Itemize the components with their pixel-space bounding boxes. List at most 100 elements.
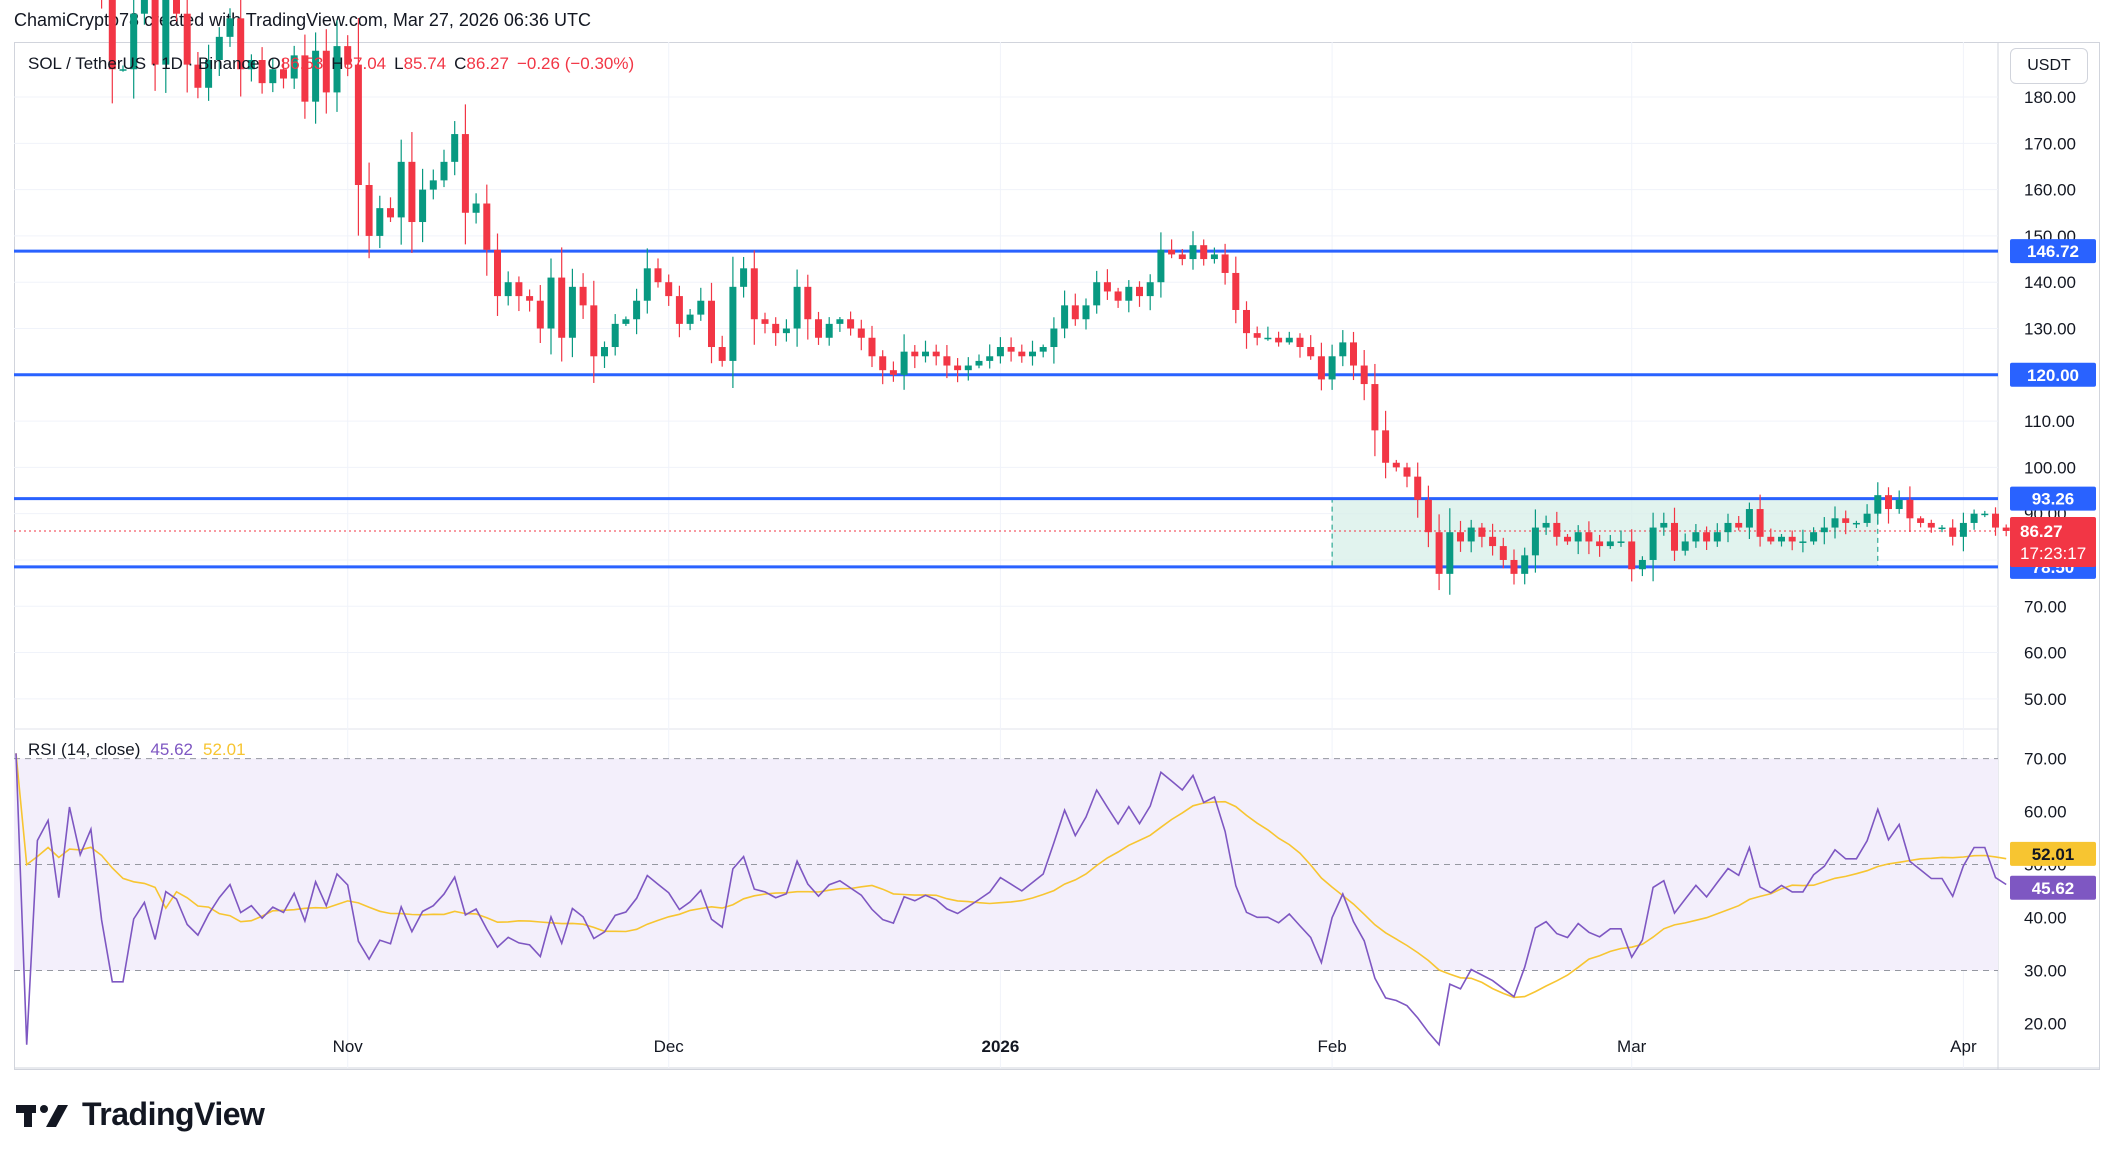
candle-body [815, 319, 822, 338]
candle-body [365, 184, 373, 236]
candle-body [140, 0, 148, 14]
close-value: 86.27 [466, 54, 509, 73]
candle-body [333, 46, 341, 93]
chart-frame [14, 42, 2100, 1070]
candle-body [601, 347, 608, 357]
candle-body [344, 46, 352, 65]
candle-body [1050, 328, 1058, 348]
candle-body [1403, 467, 1411, 477]
close-label: C [454, 54, 467, 73]
candle-body [354, 64, 362, 185]
candle-body [1521, 555, 1529, 574]
candle-body [1981, 513, 1989, 516]
candle-body [1970, 513, 1978, 523]
candle-body [1831, 518, 1839, 528]
candle-body [547, 277, 555, 329]
price-tick-label: 140.00 [2024, 273, 2076, 292]
candle-body [1863, 513, 1871, 523]
price-tick-label: 170.00 [2024, 134, 2076, 153]
candle-body [1585, 532, 1593, 542]
candle-body [1992, 513, 1999, 528]
tradingview-logo: TradingView [16, 1096, 265, 1133]
candle-body [1007, 347, 1015, 352]
price-tick-label: 100.00 [2024, 458, 2076, 477]
candle-body [183, 13, 191, 65]
candle-body [1542, 522, 1550, 528]
candle-body [1842, 518, 1850, 523]
currency-button[interactable]: USDT [2010, 48, 2088, 84]
candle-body [611, 323, 619, 348]
candle-body [1328, 356, 1336, 380]
candle-body [1232, 272, 1240, 310]
candle-body [1906, 499, 1914, 519]
candle-body [387, 208, 394, 218]
candle-body [1339, 342, 1347, 357]
candle-body [429, 180, 437, 190]
rsi-title: RSI (14, close) [28, 740, 141, 759]
price-tick-label: 130.00 [2024, 320, 2076, 339]
rsi-ma-legend-value: 52.01 [202, 740, 246, 759]
rsi-tick-label: 20.00 [2024, 1015, 2067, 1034]
level-badge-146: 146.72 [2027, 242, 2079, 261]
candle-body [1392, 462, 1400, 468]
candle-body [825, 323, 833, 338]
candle-body [1895, 499, 1903, 510]
candle-body [954, 365, 962, 371]
candle-body [964, 365, 972, 371]
candles-layer [100, 0, 2010, 595]
candle-body [1168, 249, 1176, 255]
time-tick-label: Feb [1317, 1037, 1346, 1056]
candle-body [226, 18, 234, 37]
symbol-legend: SOL / TetherUS · 1D · Binance O86.53 H87… [28, 54, 634, 74]
rsi-legend: RSI (14, close) 45.62 52.01 [28, 740, 246, 760]
candle-body [975, 360, 983, 366]
candle-body [857, 328, 865, 338]
candle-body [494, 249, 501, 297]
candle-body [1146, 282, 1154, 297]
candle-body [1713, 532, 1721, 542]
candle-body [1564, 536, 1571, 542]
candle-body [1745, 509, 1753, 528]
candle-body [1253, 333, 1261, 338]
open-label: O [267, 54, 281, 73]
candle-body [1264, 337, 1272, 340]
candle-body [472, 203, 480, 213]
candle-body [1917, 518, 1925, 523]
candle-body [1478, 527, 1486, 537]
candle-body [622, 319, 630, 324]
candle-body [397, 161, 405, 218]
candle-body [1531, 527, 1539, 556]
candle-body [1071, 305, 1079, 320]
candle-body [590, 305, 598, 357]
candle-body [1157, 249, 1165, 283]
candle-body [1178, 254, 1186, 260]
candle-body [761, 319, 769, 324]
candle-body [900, 351, 908, 375]
candle-body [515, 282, 523, 297]
candle-body [847, 319, 855, 329]
candle-body [1061, 305, 1069, 329]
candle-body [1382, 430, 1390, 463]
candle-body [1221, 254, 1229, 273]
candle-body [504, 282, 512, 297]
price-tick-label: 60.00 [2024, 644, 2067, 663]
candle-body [911, 351, 919, 357]
time-tick-label: Mar [1617, 1037, 1647, 1056]
candle-body [1606, 541, 1614, 547]
candle-body [1446, 532, 1454, 574]
candle-body [932, 351, 940, 357]
level-badge-120-bg [2010, 362, 2096, 387]
consolidation-range-box [1331, 498, 1879, 568]
candle-body [1103, 282, 1111, 292]
candle-body [675, 296, 683, 324]
rsi-tick-label: 30.00 [2024, 962, 2067, 981]
candle-body [1756, 509, 1764, 537]
candle-body [558, 277, 566, 338]
rsi-ma-badge: 52.01 [2032, 845, 2075, 864]
countdown-badge: 17:23:17 [2020, 544, 2086, 563]
candle-body [1949, 527, 1957, 537]
candle-body [1307, 347, 1315, 357]
candle-body [1125, 286, 1133, 301]
candle-body [301, 55, 309, 102]
